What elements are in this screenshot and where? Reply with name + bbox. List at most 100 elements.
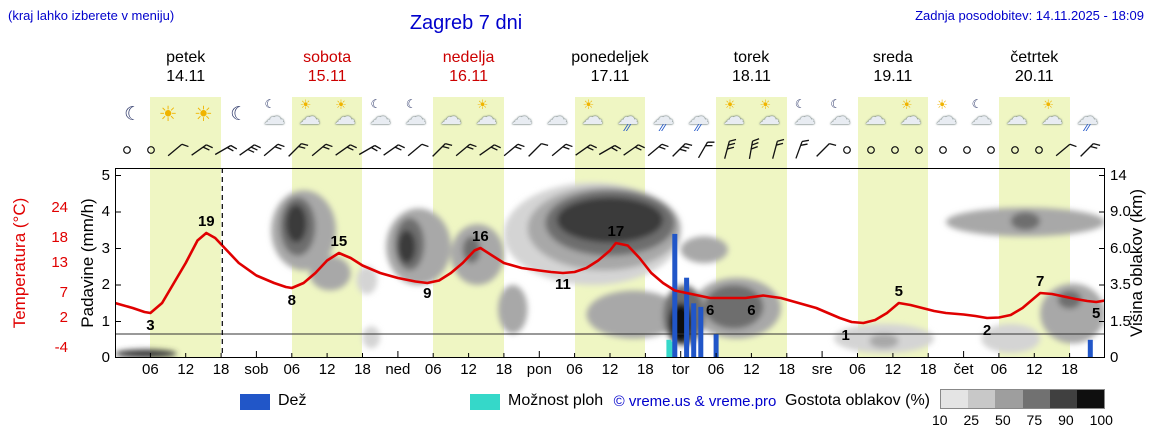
- wind-barb-icon: [816, 143, 837, 157]
- daylight-band: [857, 97, 929, 358]
- sun-icon: ☀: [936, 97, 948, 112]
- precip-tick-label: 1: [101, 312, 110, 330]
- temperature-value-label: 2: [983, 322, 991, 339]
- wind-barb-icon: [1080, 143, 1101, 157]
- moon-icon: ☾: [124, 104, 142, 125]
- copyright-link[interactable]: © vreme.us & vreme.pro: [613, 393, 777, 410]
- weather-icon-cloud: ☁: [999, 97, 1034, 135]
- day-name: četrtek: [1010, 49, 1059, 66]
- temperature-tick-label: 2: [59, 309, 68, 326]
- cloud-density-gradient: [940, 389, 1105, 409]
- cloud-icon: ☁: [333, 104, 356, 129]
- day-date: 19.11: [873, 68, 913, 85]
- day-date: 15.11: [307, 68, 347, 85]
- cloud-icon: ☁: [722, 104, 745, 129]
- wind-barb-icon: [598, 144, 622, 156]
- day-date: 17.11: [590, 68, 630, 85]
- wind-calm-icon: [123, 146, 131, 154]
- daylight-band: [150, 97, 222, 358]
- cloud-icon: ☁: [758, 104, 781, 129]
- precip-tick-label: 4: [101, 203, 110, 220]
- density-gradient-cell: [968, 390, 996, 408]
- cloud-blob: [462, 236, 481, 264]
- weather-icon-partly: ☀ ☁: [292, 97, 327, 135]
- precip-tick-label: 0: [101, 349, 110, 366]
- wind-barb-icon: [697, 141, 715, 159]
- cloud-icon: ☁: [581, 104, 604, 129]
- wind-barb-icon: [795, 139, 810, 159]
- weather-icon-rain: ☁ ∕∕: [1070, 97, 1105, 135]
- temperature-value-label: 15: [331, 233, 348, 250]
- day-date: 20.11: [1014, 68, 1054, 85]
- day-name: torek: [733, 49, 770, 66]
- weather-icon-moon: ☾: [115, 97, 150, 135]
- time-tick-label: 12: [460, 361, 477, 378]
- cloud-icon: ☁: [369, 104, 392, 129]
- cloud-blob: [498, 285, 528, 334]
- rain-legend-label: Dež: [278, 392, 307, 409]
- time-tick-label: 12: [177, 361, 195, 378]
- time-tick-label: 12: [601, 361, 619, 378]
- shower-bar: [666, 339, 672, 358]
- day-date: 16.11: [449, 68, 488, 85]
- time-tick-label: 06: [142, 361, 159, 378]
- rain-bar: [672, 233, 678, 358]
- density-tick-label: 75: [1026, 412, 1043, 428]
- time-tick-label: 18: [919, 361, 937, 378]
- menu-hint: (kraj lahko izberete v meniju): [8, 8, 175, 23]
- wind-calm-icon: [1035, 146, 1043, 154]
- density-gradient-cell: [995, 390, 1023, 408]
- time-tick-label: 06: [707, 361, 725, 378]
- temperature-value-label: 11: [555, 276, 571, 293]
- temperature-value-label: 16: [472, 228, 489, 245]
- density-tick-label: 50: [995, 412, 1011, 428]
- time-tick-label: 12: [1025, 361, 1043, 378]
- moon-icon: ☾: [971, 97, 983, 111]
- wind-barb-icon: [407, 143, 429, 157]
- cloud-blob: [362, 326, 381, 349]
- wind-barb-icon: [551, 143, 573, 157]
- cloud-icon: ☁: [899, 104, 922, 129]
- wind-barb-icon: [748, 138, 760, 159]
- sun-icon: ☀: [582, 97, 595, 112]
- wind-barb-icon: [1055, 143, 1077, 157]
- precip-tick-label: 3: [101, 239, 110, 257]
- temperature-value-label: 5: [895, 283, 903, 300]
- wind-barb-icon: [575, 144, 597, 156]
- weather-icon-cloudmoon: ☾ ☁: [964, 97, 999, 135]
- sun-icon: ☀: [335, 97, 347, 112]
- rain-bar: [1087, 339, 1093, 358]
- moon-icon: ☾: [370, 97, 382, 111]
- density-gradient-cell: [1076, 390, 1105, 408]
- weather-icon-rain: ☁ ∕∕: [681, 97, 716, 135]
- wind-barb-icon: [167, 143, 189, 157]
- cloud-blob: [586, 290, 681, 339]
- time-tick-label: 12: [743, 361, 760, 378]
- weather-icon-partly: ☀ ☁: [893, 97, 928, 135]
- density-tick-label: 25: [963, 412, 980, 428]
- rain-drops-icon: ∕∕: [660, 123, 666, 134]
- wind-barb-icon: [239, 144, 261, 156]
- weather-icon-partly: ☀ ☁: [327, 97, 362, 135]
- weather-icon-partly: ☀ ☁: [469, 97, 504, 135]
- rain-drops-icon: ∕∕: [625, 123, 631, 134]
- precip-tick-label: 5: [101, 166, 110, 184]
- temperature-value-label: 6: [706, 302, 714, 319]
- weather-icon-sun: ☀: [186, 97, 221, 135]
- time-tick-label: 06: [990, 361, 1008, 378]
- sun-icon: ☀: [158, 103, 178, 126]
- day-name: sobota: [303, 49, 352, 66]
- temperature-tick-label: -4: [54, 339, 68, 356]
- temperature-line: [115, 231, 1105, 325]
- weather-icon-rain: ☁ ∕∕: [645, 97, 680, 135]
- cloud-icon: ☁: [864, 104, 887, 129]
- page-title: Zagreb 7 dni: [409, 12, 523, 34]
- moon-icon: ☾: [794, 97, 806, 111]
- wind-barb-icon: [432, 143, 453, 157]
- last-update: Zadnja posodobitev: 14.11.2025 - 18:09: [915, 8, 1144, 23]
- density-gradient-cell: [1049, 390, 1077, 408]
- cloud-blob: [557, 197, 663, 243]
- wind-barb-icon: [647, 143, 669, 157]
